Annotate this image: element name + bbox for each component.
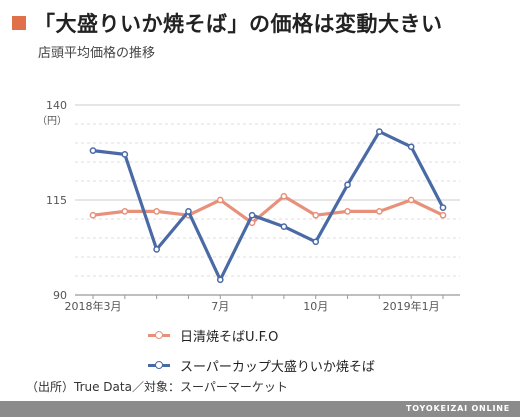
title-row: 「大盛りいか焼そば」の価格は変動大きい — [12, 8, 443, 38]
legend-swatch-ufo — [148, 330, 170, 339]
data-point-cup — [121, 151, 129, 158]
data-point-ufo — [439, 211, 447, 219]
x-tick-label: 2018年3月 — [65, 299, 122, 313]
data-point-cup — [439, 204, 447, 211]
data-point-ufo — [344, 208, 351, 215]
data-point-ufo — [407, 196, 415, 204]
x-tick-label: 2019年1月 — [383, 299, 440, 313]
chart-legend: 日清焼そばU.F.O スーパーカップ大盛りいか焼そば — [148, 322, 375, 382]
data-point-ufo — [121, 208, 129, 215]
x-tick-label: 7月 — [211, 300, 229, 313]
legend-swatch-cup — [148, 360, 170, 369]
y-unit-label: （円） — [37, 115, 67, 127]
data-point-cup — [376, 128, 383, 135]
data-point-cup — [312, 238, 320, 246]
data-point-ufo — [216, 196, 224, 204]
chart-subtitle: 店頭平均価格の推移 — [38, 46, 156, 61]
title-marker — [12, 16, 26, 30]
data-point-cup — [280, 223, 288, 230]
legend-label-ufo: 日清焼そばU.F.O — [180, 329, 279, 345]
legend-item-ufo: 日清焼そばU.F.O — [148, 322, 375, 348]
data-point-cup — [248, 211, 256, 219]
series-line-ufo — [91, 194, 445, 225]
legend-label-cup: スーパーカップ大盛りいか焼そば — [180, 359, 375, 375]
line-chart: 90 115 140 （円） 2018年3月 7月 10月 2019年1月 — [37, 99, 460, 313]
data-point-ufo — [312, 211, 320, 219]
data-point-cup — [153, 246, 160, 253]
chart-title: 「大盛りいか焼そば」の価格は変動大きい — [34, 12, 443, 36]
source-note: （出所）True Data／対象：スーパーマーケット — [26, 380, 288, 394]
y-tick-label: 90 — [53, 289, 67, 302]
legend-item-cup: スーパーカップ大盛りいか焼そば — [148, 352, 375, 378]
data-point-cup — [344, 181, 351, 189]
brand-footer: TOYOKEIZAI ONLINE — [0, 401, 520, 417]
data-point-ufo — [153, 208, 160, 215]
x-tick-label: 10月 — [303, 300, 328, 313]
data-point-ufo — [89, 211, 97, 219]
y-tick-label: 115 — [46, 194, 67, 207]
data-point-cup — [185, 208, 192, 215]
y-tick-label: 140 — [46, 99, 67, 112]
data-point-cup — [407, 143, 415, 151]
series-line-cup — [91, 130, 445, 282]
data-point-ufo — [280, 192, 288, 200]
data-point-cup — [216, 276, 224, 284]
data-point-ufo — [376, 208, 383, 215]
data-point-cup — [89, 147, 97, 154]
